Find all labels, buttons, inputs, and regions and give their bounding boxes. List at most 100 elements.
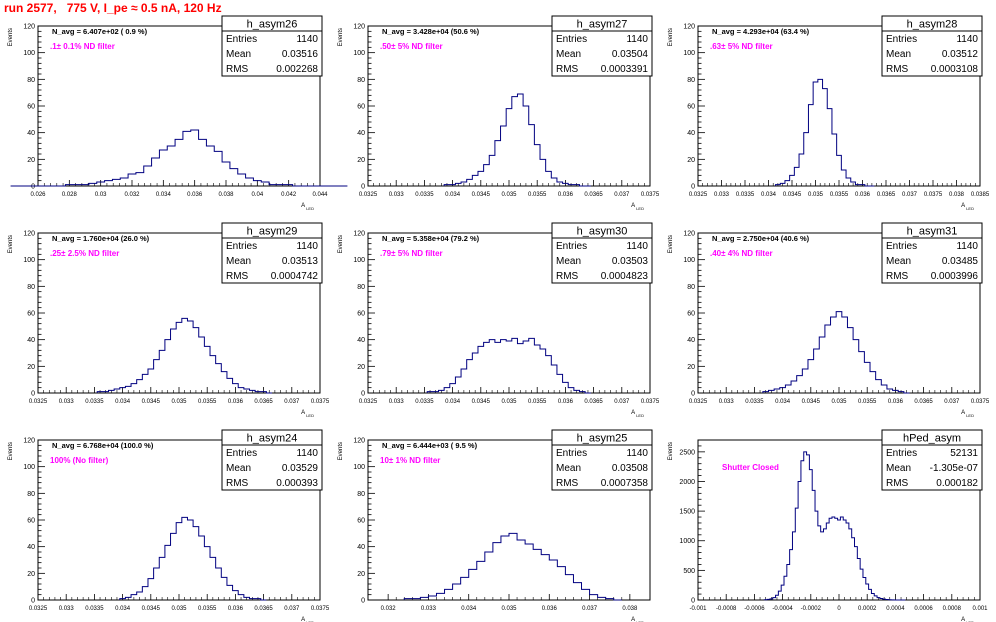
y-tick-label: 0 bbox=[31, 184, 35, 191]
stats-label: Entries bbox=[886, 448, 917, 459]
y-tick-label: 40 bbox=[357, 337, 365, 344]
stats-box: h_asym28 Entries 1140 Mean 0.03512 RMS 0.00031… bbox=[881, 15, 983, 77]
x-tick-label: 0.028 bbox=[62, 192, 78, 198]
stats-label: RMS bbox=[556, 271, 579, 282]
filter-annotation: .79± 5% ND filter bbox=[380, 249, 443, 258]
stats-box: h_asym26 Entries 1140 Mean 0.03516 RMS 0.00226… bbox=[221, 15, 323, 77]
histogram-name: h_asym25 bbox=[577, 433, 628, 445]
y-tick-label: 80 bbox=[27, 77, 35, 84]
x-tick-label: 0.042 bbox=[281, 192, 297, 198]
histogram-series-line bbox=[119, 516, 267, 601]
navg-label: N_avg = 6.444e+03 ( 9.5 %) bbox=[382, 441, 478, 450]
x-tick-label: 0.035 bbox=[831, 399, 847, 405]
x-tick-label: 0.0008 bbox=[943, 606, 962, 612]
y-tick-label: 40 bbox=[27, 130, 35, 137]
stats-label: Mean bbox=[226, 463, 251, 474]
x-axis-title-subscript: LED bbox=[305, 413, 314, 418]
x-tick-label: 0.037 bbox=[614, 399, 630, 405]
stats-value: 0.000393 bbox=[276, 478, 318, 489]
y-axis-title: Events bbox=[338, 442, 344, 460]
x-tick-label: 0.0365 bbox=[254, 606, 273, 612]
stats-label: Mean bbox=[556, 49, 581, 60]
x-tick-label: 0.036 bbox=[558, 192, 574, 198]
y-tick-label: 0 bbox=[361, 598, 365, 605]
y-tick-label: 0 bbox=[361, 391, 365, 398]
x-tick-label: -0.0008 bbox=[716, 606, 737, 612]
x-axis-title: A LED bbox=[631, 617, 644, 622]
stats-value: 0.002268 bbox=[276, 64, 318, 75]
x-tick-label: 0.036 bbox=[228, 399, 244, 405]
y-tick-label: 20 bbox=[357, 364, 365, 371]
y-tick-label: 120 bbox=[683, 24, 695, 31]
y-axis-title: Events bbox=[668, 28, 674, 46]
x-tick-label: 0.037 bbox=[944, 399, 960, 405]
x-axis-title: A LED bbox=[961, 203, 974, 211]
x-axis-title: A LED bbox=[961, 410, 974, 418]
histogram-series-line bbox=[403, 532, 622, 601]
stats-box: h_asym25 Entries 1140 Mean 0.03508 RMS 0.00073… bbox=[551, 429, 653, 491]
x-tick-label: 0.0355 bbox=[198, 399, 217, 405]
y-tick-label: 100 bbox=[683, 257, 695, 264]
y-tick-label: 80 bbox=[357, 284, 365, 291]
histogram-name: h_asym26 bbox=[247, 19, 298, 31]
stats-box-frame bbox=[551, 222, 653, 284]
stats-value: 0.0004823 bbox=[601, 271, 649, 282]
histogram-series-line bbox=[443, 93, 591, 187]
histogram-pad: 0 500 1000 1500 2000 2500 -0.001 -0.0008 -0.0006… bbox=[668, 429, 988, 622]
stats-label: RMS bbox=[886, 271, 909, 282]
x-tick-label: 0.036 bbox=[855, 192, 871, 198]
x-tick-label: 0.0335 bbox=[85, 606, 104, 612]
y-tick-label: 120 bbox=[353, 231, 365, 238]
y-tick-label: 60 bbox=[27, 518, 35, 525]
x-tick-label: 0.0345 bbox=[142, 606, 161, 612]
x-tick-label: -0.0004 bbox=[772, 606, 793, 612]
x-tick-label: 0.04 bbox=[251, 192, 263, 198]
y-tick-label: 60 bbox=[357, 518, 365, 525]
stats-box: h_asym30 Entries 1140 Mean 0.03503 RMS 0.00048… bbox=[551, 222, 653, 284]
histogram-pad: 0 20 40 60 80 100 120 0.0325 0.033 0.0335 0.034 0.0… bbox=[8, 222, 330, 418]
histogram-pad: 0 20 40 60 80 100 120 0.0325 0.033 0.0335 0.034 0.0… bbox=[338, 15, 660, 211]
stats-box-frame bbox=[221, 222, 323, 284]
y-tick-label: 20 bbox=[27, 364, 35, 371]
x-tick-label: 0.034 bbox=[445, 192, 461, 198]
histogram-series-line bbox=[763, 451, 906, 601]
x-tick-label: 0.0355 bbox=[858, 399, 877, 405]
x-tick-label: 0.0335 bbox=[736, 192, 755, 198]
x-tick-label: 0.0355 bbox=[830, 192, 849, 198]
x-tick-label: 0.033 bbox=[714, 192, 730, 198]
stats-box-frame bbox=[221, 15, 323, 77]
stats-box: h_asym24 Entries 1140 Mean 0.03529 RMS 0.00039… bbox=[221, 429, 323, 491]
y-tick-label: 80 bbox=[27, 284, 35, 291]
y-tick-label: 120 bbox=[683, 231, 695, 238]
stats-label: Mean bbox=[886, 256, 911, 267]
x-tick-label: 0.034 bbox=[775, 399, 791, 405]
histogram-series-line bbox=[762, 311, 910, 394]
navg-label: N_avg = 6.768e+04 (100.0 %) bbox=[52, 441, 154, 450]
y-tick-label: 100 bbox=[23, 257, 35, 264]
stats-box-frame bbox=[881, 222, 983, 284]
y-tick-label: 60 bbox=[27, 311, 35, 318]
y-tick-label: 40 bbox=[27, 337, 35, 344]
y-tick-label: 20 bbox=[357, 571, 365, 578]
y-axis-title: Events bbox=[8, 442, 14, 460]
x-tick-label: 0.0345 bbox=[783, 192, 802, 198]
x-tick-label: 0.035 bbox=[501, 606, 517, 612]
stats-value: 52131 bbox=[950, 448, 978, 459]
stats-value: 1140 bbox=[956, 241, 978, 252]
histogram-series-line bbox=[426, 337, 591, 394]
x-tick-label: 0.037 bbox=[902, 192, 918, 198]
stats-label: Mean bbox=[226, 256, 251, 267]
histogram-series-line bbox=[96, 317, 273, 394]
x-tick-label: 0.0345 bbox=[142, 399, 161, 405]
x-axis-title: A LED bbox=[631, 410, 644, 418]
x-tick-label: 0.0365 bbox=[584, 399, 603, 405]
x-axis-title-subscript: LED bbox=[965, 620, 974, 622]
y-tick-label: 80 bbox=[687, 284, 695, 291]
y-tick-label: 60 bbox=[357, 104, 365, 111]
histogram-pad: 0 20 40 60 80 100 120 0.026 0.028 0.03 0.032 0.034 0… bbox=[8, 15, 348, 211]
y-tick-label: 40 bbox=[687, 337, 695, 344]
histogram-pad: 0 20 40 60 80 100 120 0.032 0.033 0.034 0.035 0.036… bbox=[338, 429, 653, 622]
y-axis-title: Events bbox=[338, 235, 344, 253]
y-tick-label: 2000 bbox=[679, 479, 695, 486]
x-tick-label: 0.0355 bbox=[198, 606, 217, 612]
